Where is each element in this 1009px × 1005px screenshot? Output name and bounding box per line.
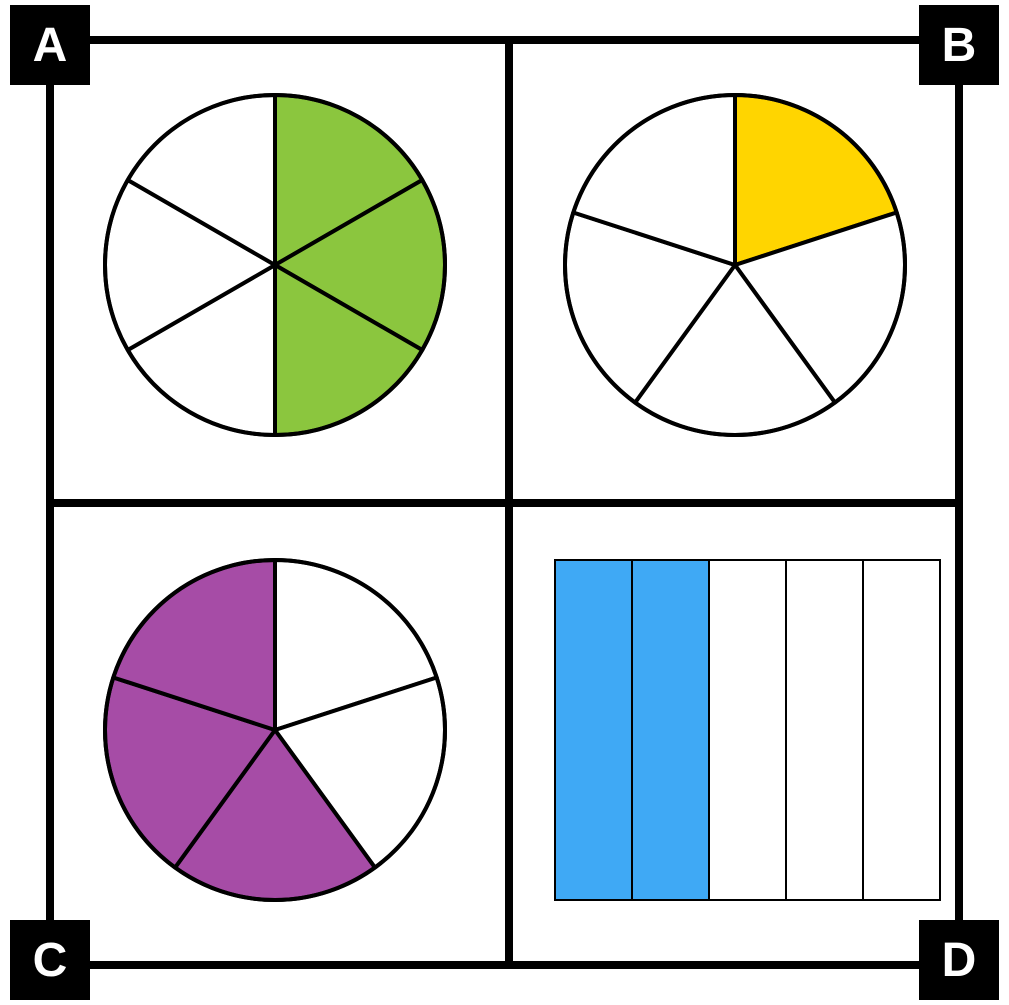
panel-d-strip-column bbox=[863, 560, 940, 900]
figure-svg bbox=[0, 0, 1009, 1005]
panel-label-c: C bbox=[10, 920, 90, 1000]
panel-label-a: A bbox=[10, 5, 90, 85]
panel-d-strip-column bbox=[555, 560, 632, 900]
panel-d-strip-column bbox=[632, 560, 709, 900]
panel-label-d: D bbox=[919, 920, 999, 1000]
panel-d-strip-column bbox=[786, 560, 863, 900]
panel-label-b: B bbox=[919, 5, 999, 85]
panel-label-d-text: D bbox=[942, 933, 977, 988]
panel-label-a-text: A bbox=[33, 18, 68, 73]
panel-label-b-text: B bbox=[942, 18, 977, 73]
figure-stage: A B C D bbox=[0, 0, 1009, 1005]
panel-label-c-text: C bbox=[33, 933, 68, 988]
panel-d-strip-column bbox=[709, 560, 786, 900]
